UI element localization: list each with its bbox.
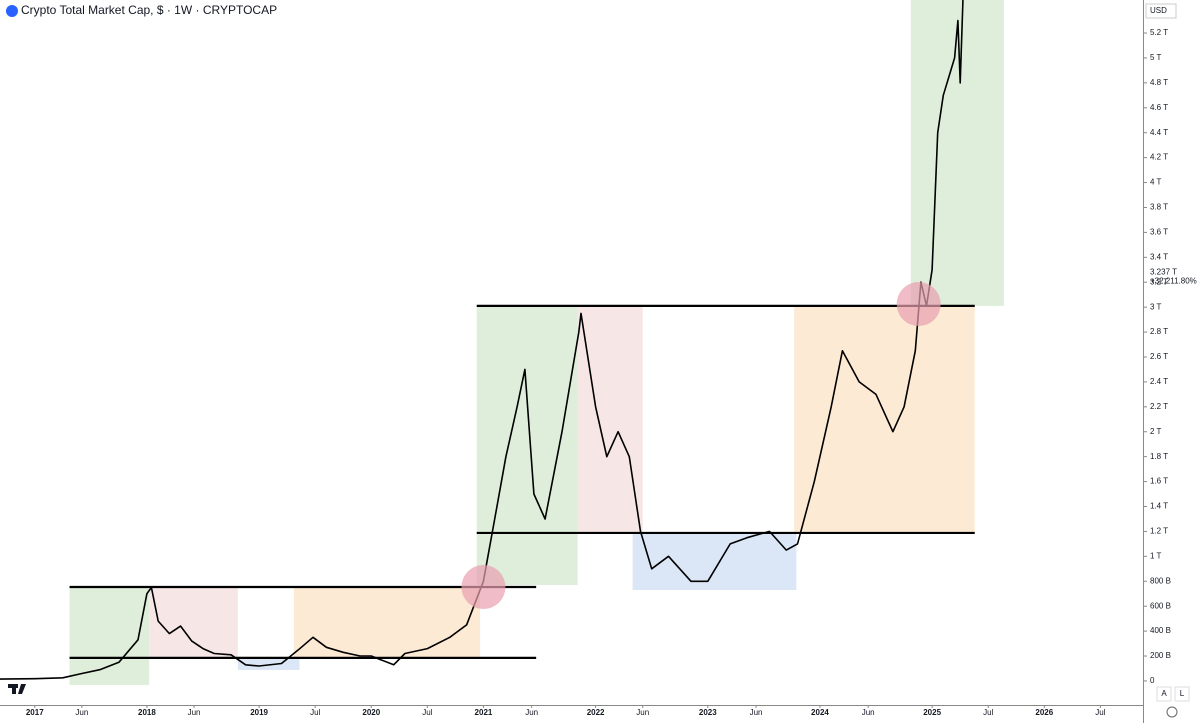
x-tick-label: Jun (525, 708, 538, 717)
y-tick-label: 800 B (1150, 576, 1171, 585)
change-label: +32,211.80% (1150, 277, 1197, 286)
x-tick-label: Jun (75, 708, 88, 717)
highlight-circle (896, 282, 941, 327)
y-tick-label: 4.8 T (1150, 78, 1168, 87)
zone (237, 657, 300, 670)
zone (293, 587, 481, 658)
x-tick-label: Jul (1095, 708, 1105, 717)
chart-title: Crypto Total Market Cap, $ · 1W · CRYPTO… (21, 3, 277, 17)
x-tick-label: 2023 (699, 708, 717, 717)
scale-button-label: L (1180, 689, 1185, 698)
price-line (0, 0, 964, 680)
last-value: 3.237 T (1150, 268, 1177, 277)
y-tick-label: 2.8 T (1150, 327, 1168, 336)
x-tick-label: 2018 (138, 708, 156, 717)
y-tick-label: 2.6 T (1150, 352, 1168, 361)
y-tick-label: 4.6 T (1150, 103, 1168, 112)
x-tick-label: 2017 (26, 708, 44, 717)
x-tick-label: Jun (862, 708, 875, 717)
x-tick-label: 2024 (811, 708, 829, 717)
y-tick-label: 2.2 T (1150, 402, 1168, 411)
y-tick-label: 600 B (1150, 601, 1171, 610)
y-tick-label: 4.2 T (1150, 153, 1168, 162)
currency-box[interactable] (1145, 3, 1177, 19)
zone (476, 305, 578, 586)
scale-button-label: A (1161, 689, 1167, 698)
x-tick-label: Jun (636, 708, 649, 717)
tv-logo (8, 684, 26, 694)
y-tick-label: 1.8 T (1150, 452, 1168, 461)
scale-button[interactable] (1156, 686, 1172, 702)
scale-button[interactable] (1174, 686, 1190, 702)
x-tick-label: 2025 (923, 708, 941, 717)
zone (632, 532, 797, 590)
highlight-circle (461, 565, 506, 610)
y-tick-label: 3.6 T (1150, 227, 1168, 236)
y-tick-label: 400 B (1150, 626, 1171, 635)
y-tick-label: 3.8 T (1150, 203, 1168, 212)
y-tick-label: 3.4 T (1150, 252, 1168, 261)
zone (69, 587, 150, 685)
currency: USD (1150, 6, 1167, 15)
x-tick-label: 2026 (1035, 708, 1053, 717)
y-tick-label: 2 T (1150, 427, 1162, 436)
y-tick-label: 3.2 T (1150, 277, 1168, 286)
x-tick-label: Jul (422, 708, 432, 717)
y-tick-label: 5.2 T (1150, 28, 1168, 37)
zone (577, 305, 643, 533)
zone (149, 587, 238, 658)
y-tick-label: 1.6 T (1150, 477, 1168, 486)
y-tick-label: 200 B (1150, 651, 1171, 660)
x-tick-label: Jul (310, 708, 320, 717)
y-tick-label: 0 (1150, 676, 1155, 685)
y-tick-label: 1 T (1150, 551, 1162, 560)
x-tick-label: 2021 (475, 708, 493, 717)
x-tick-label: Jun (188, 708, 201, 717)
symbol-icon (6, 5, 18, 17)
x-tick-label: 2019 (250, 708, 268, 717)
y-tick-label: 3 T (1150, 302, 1162, 311)
x-tick-label: 2022 (587, 708, 605, 717)
x-tick-label: Jul (983, 708, 993, 717)
y-tick-label: 4 T (1150, 178, 1162, 187)
zone (794, 305, 975, 533)
settings-icon[interactable] (1166, 706, 1178, 718)
plot-area (0, 0, 1004, 685)
y-tick-label: 1.2 T (1150, 527, 1168, 536)
y-tick-label: 2.4 T (1150, 377, 1168, 386)
zone (910, 0, 1004, 306)
x-tick-label: 2020 (362, 708, 380, 717)
x-tick-label: Jun (750, 708, 763, 717)
y-tick-label: 5 T (1150, 53, 1162, 62)
y-tick-label: 1.4 T (1150, 502, 1168, 511)
y-tick-label: 4.4 T (1150, 128, 1168, 137)
